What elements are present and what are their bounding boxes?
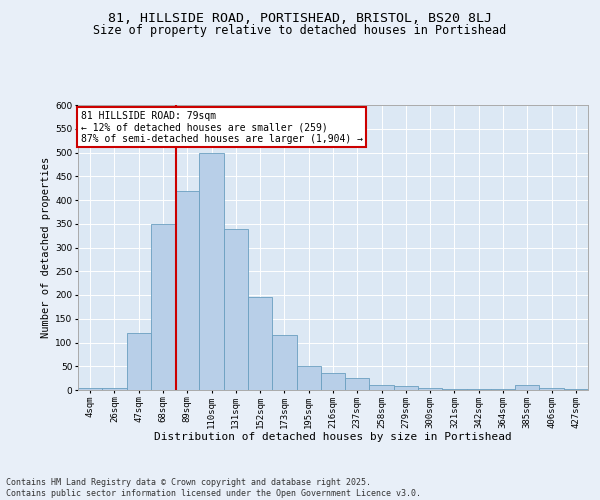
Bar — [248, 298, 272, 390]
Text: Size of property relative to detached houses in Portishead: Size of property relative to detached ho… — [94, 24, 506, 37]
Bar — [175, 190, 199, 390]
Bar — [394, 386, 418, 390]
Bar — [78, 388, 102, 390]
Bar — [491, 388, 515, 390]
Bar — [199, 152, 224, 390]
Bar — [370, 385, 394, 390]
Bar — [442, 388, 467, 390]
X-axis label: Distribution of detached houses by size in Portishead: Distribution of detached houses by size … — [154, 432, 512, 442]
Bar — [296, 366, 321, 390]
Bar — [515, 385, 539, 390]
Y-axis label: Number of detached properties: Number of detached properties — [41, 157, 51, 338]
Text: 81, HILLSIDE ROAD, PORTISHEAD, BRISTOL, BS20 8LJ: 81, HILLSIDE ROAD, PORTISHEAD, BRISTOL, … — [108, 12, 492, 26]
Bar — [321, 374, 345, 390]
Bar — [345, 378, 370, 390]
Bar — [418, 388, 442, 390]
Text: 81 HILLSIDE ROAD: 79sqm
← 12% of detached houses are smaller (259)
87% of semi-d: 81 HILLSIDE ROAD: 79sqm ← 12% of detache… — [80, 110, 362, 144]
Bar — [224, 228, 248, 390]
Bar — [272, 336, 296, 390]
Bar — [467, 389, 491, 390]
Bar — [564, 388, 588, 390]
Bar — [539, 388, 564, 390]
Bar — [127, 333, 151, 390]
Bar — [102, 388, 127, 390]
Bar — [151, 224, 175, 390]
Text: Contains HM Land Registry data © Crown copyright and database right 2025.
Contai: Contains HM Land Registry data © Crown c… — [6, 478, 421, 498]
